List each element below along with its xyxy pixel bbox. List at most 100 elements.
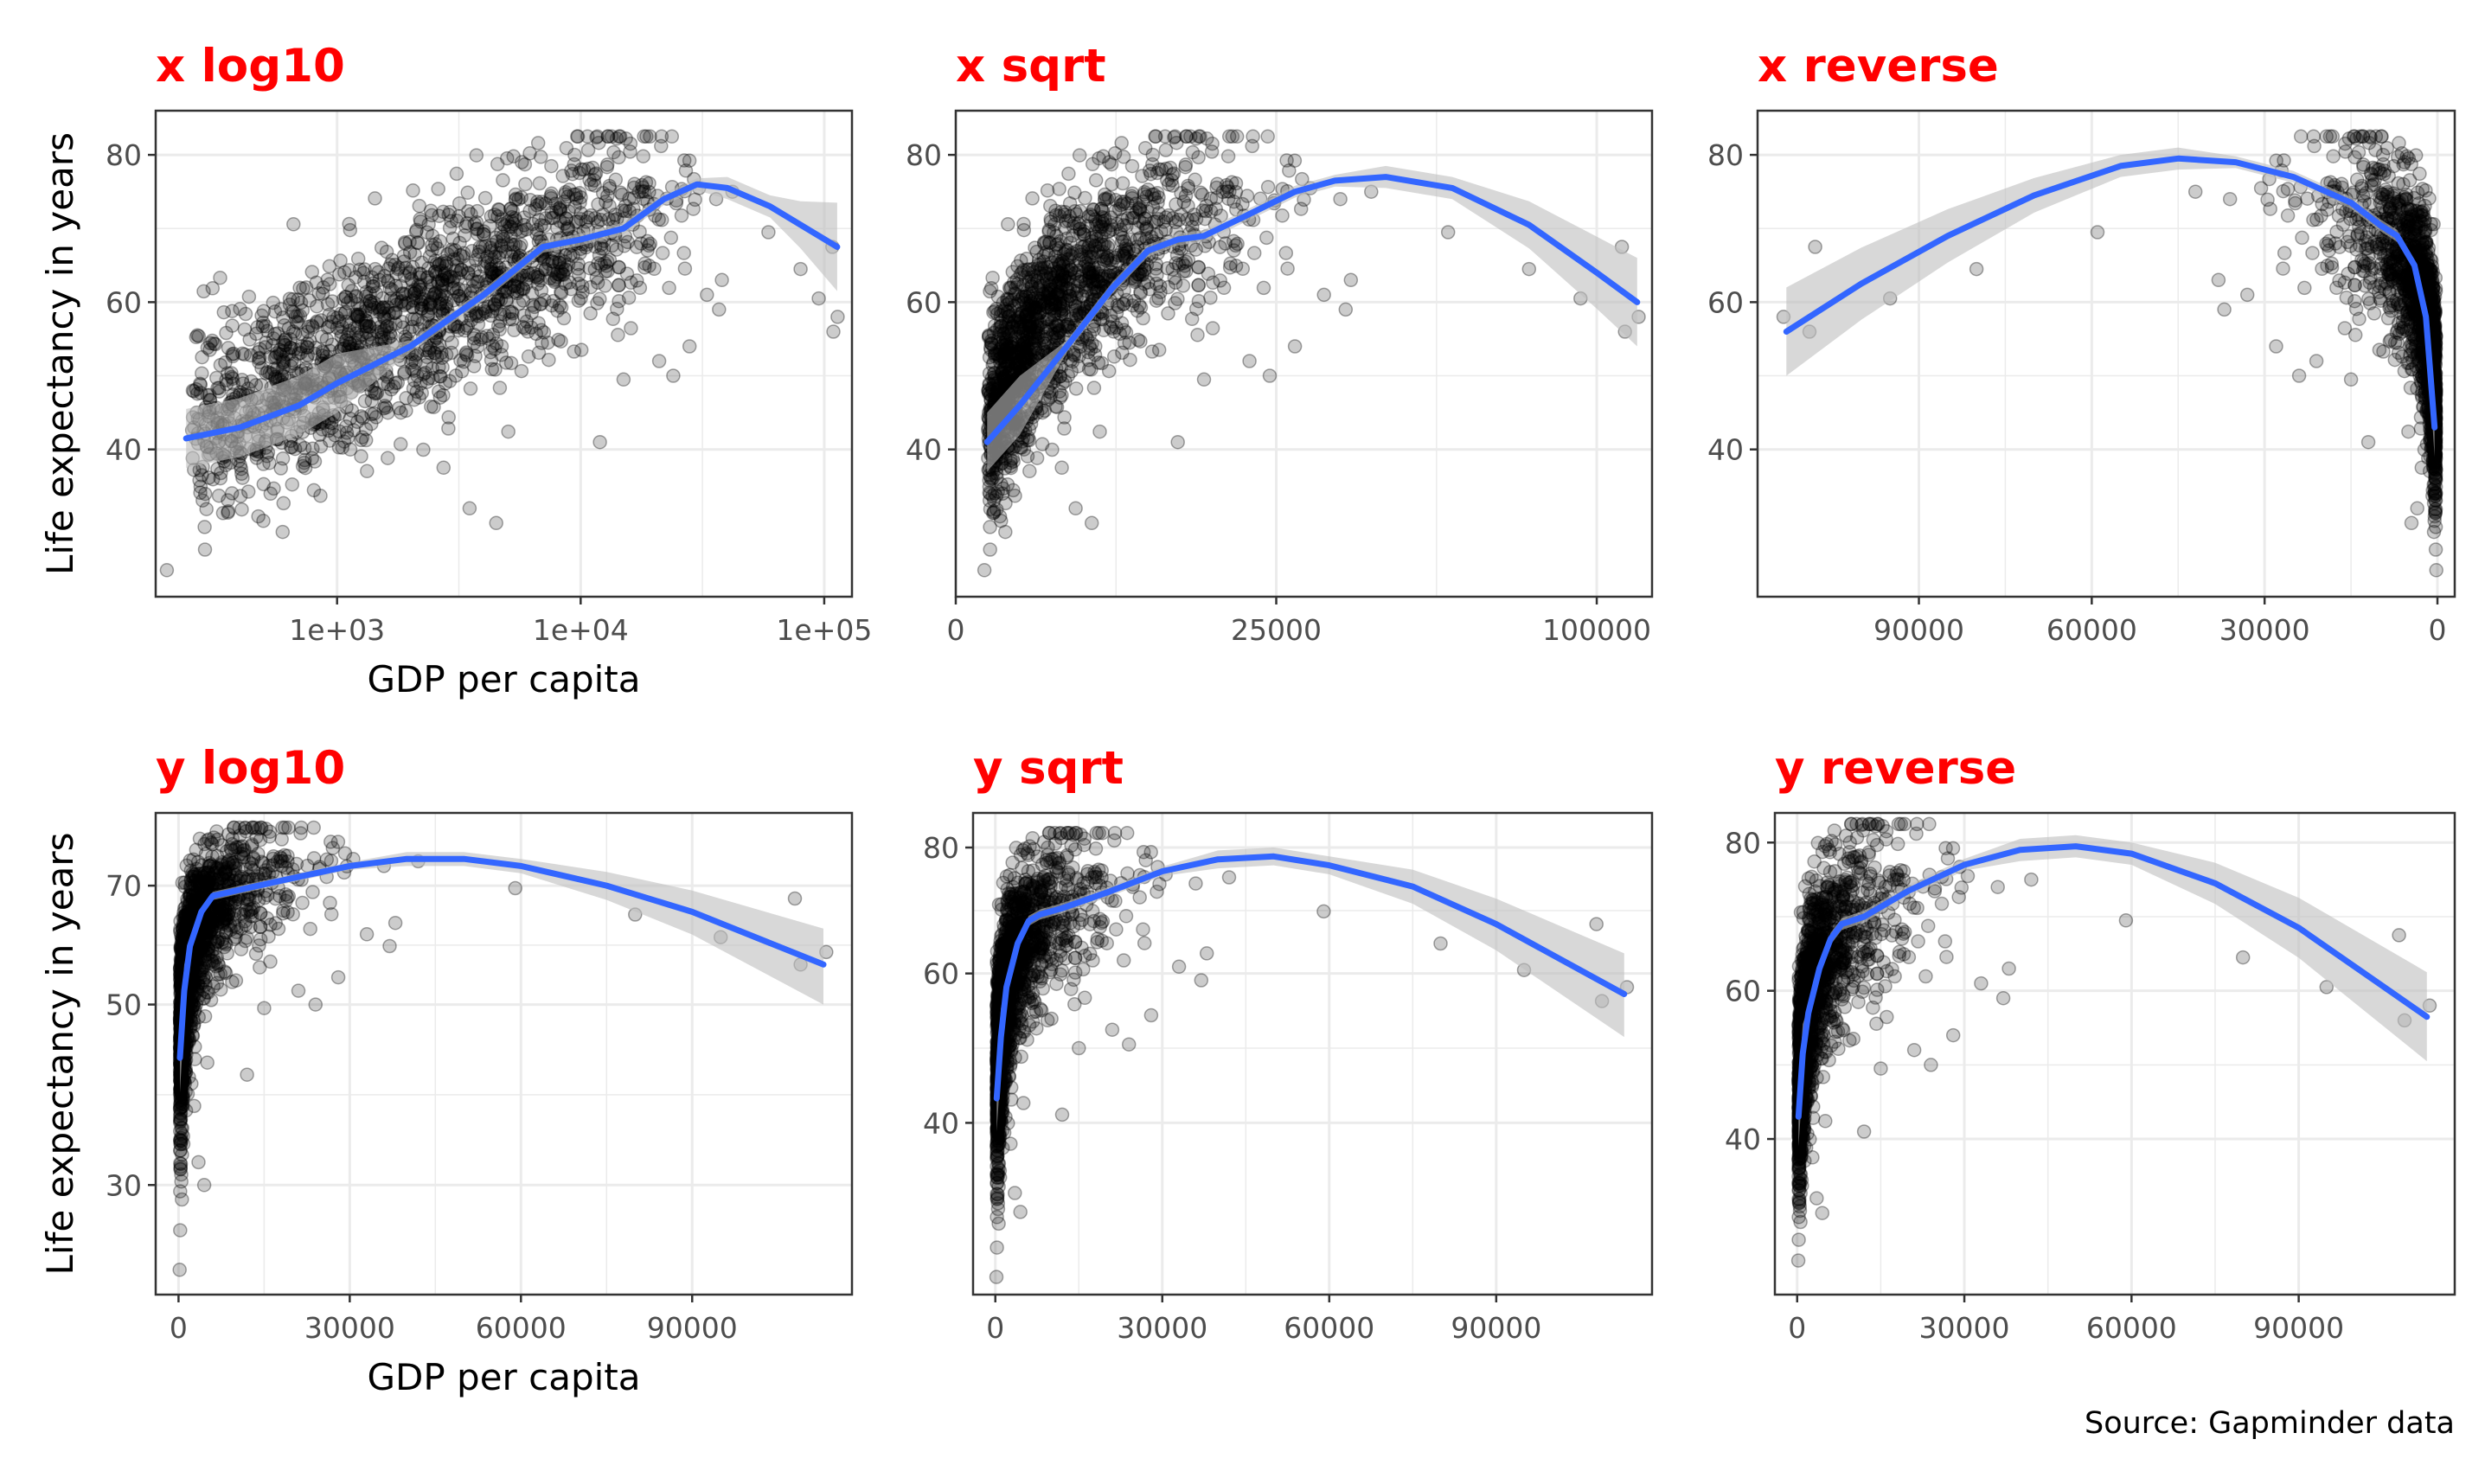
data-point bbox=[1072, 148, 1087, 163]
data-point bbox=[354, 449, 368, 464]
data-point bbox=[712, 302, 727, 317]
data-point bbox=[1278, 246, 1294, 260]
data-point bbox=[337, 305, 353, 321]
data-point bbox=[1221, 129, 1237, 144]
data-point bbox=[2351, 144, 2367, 160]
data-point bbox=[612, 278, 626, 293]
data-point bbox=[342, 323, 357, 338]
data-point bbox=[714, 272, 729, 288]
data-point bbox=[983, 520, 997, 534]
data-point bbox=[324, 315, 339, 329]
panel-background bbox=[1758, 111, 2455, 597]
data-point bbox=[509, 191, 523, 207]
data-point bbox=[2428, 502, 2443, 516]
data-point bbox=[1015, 278, 1031, 293]
data-point bbox=[977, 563, 992, 578]
data-point bbox=[558, 276, 573, 291]
data-point bbox=[2263, 201, 2277, 216]
data-point bbox=[1168, 214, 1183, 230]
x-tick-label: 0 bbox=[2429, 613, 2447, 647]
data-point bbox=[410, 235, 425, 250]
data-point bbox=[438, 266, 452, 282]
data-point bbox=[314, 329, 330, 344]
data-point bbox=[1126, 293, 1142, 309]
data-point bbox=[643, 129, 657, 144]
data-point bbox=[678, 163, 694, 178]
data-point bbox=[1092, 424, 1107, 439]
data-point bbox=[460, 185, 475, 201]
data-point bbox=[982, 349, 997, 365]
data-point bbox=[376, 376, 391, 391]
data-point bbox=[504, 304, 519, 319]
data-point bbox=[676, 246, 691, 260]
data-point bbox=[1061, 166, 1076, 182]
data-point bbox=[471, 274, 486, 289]
data-point bbox=[1040, 183, 1055, 198]
data-point bbox=[583, 279, 599, 295]
data-point bbox=[393, 437, 408, 451]
data-point bbox=[368, 261, 383, 277]
data-point bbox=[2288, 193, 2302, 208]
data-point bbox=[1043, 283, 1059, 297]
data-point bbox=[1220, 149, 1236, 163]
data-point bbox=[424, 208, 439, 223]
data-point bbox=[500, 223, 516, 239]
data-point bbox=[225, 371, 240, 387]
data-point bbox=[331, 313, 347, 329]
data-point bbox=[1275, 208, 1290, 223]
data-point bbox=[592, 247, 607, 263]
data-point bbox=[487, 208, 503, 222]
data-point bbox=[2401, 424, 2416, 439]
data-point bbox=[390, 261, 406, 277]
data-point bbox=[638, 175, 654, 190]
data-point bbox=[1114, 136, 1129, 150]
data-point bbox=[205, 281, 221, 296]
data-point bbox=[2347, 328, 2363, 342]
data-point bbox=[1160, 172, 1175, 188]
data-point bbox=[573, 189, 588, 205]
data-point bbox=[189, 328, 205, 342]
data-point bbox=[445, 231, 461, 246]
data-point bbox=[599, 157, 615, 172]
data-point bbox=[253, 342, 267, 356]
data-point bbox=[262, 366, 278, 381]
data-point bbox=[643, 236, 658, 252]
data-point bbox=[2376, 157, 2391, 172]
data-point bbox=[1293, 201, 1309, 216]
data-point bbox=[544, 186, 559, 201]
data-point bbox=[2280, 182, 2296, 196]
data-point bbox=[432, 208, 446, 223]
data-point bbox=[349, 308, 364, 323]
data-point bbox=[278, 332, 292, 348]
data-point bbox=[219, 325, 234, 341]
x-tick-label: 1e+05 bbox=[776, 613, 872, 647]
data-point bbox=[292, 438, 308, 453]
data-point bbox=[1023, 297, 1039, 311]
data-point bbox=[1260, 129, 1275, 144]
data-point bbox=[1242, 354, 1257, 368]
data-point bbox=[300, 348, 316, 362]
data-point bbox=[608, 172, 624, 188]
data-point bbox=[347, 335, 362, 350]
data-point bbox=[1246, 246, 1262, 260]
data-point bbox=[1031, 258, 1046, 272]
data-point bbox=[1106, 324, 1121, 339]
data-point bbox=[592, 434, 607, 450]
data-point bbox=[1088, 173, 1104, 188]
data-point bbox=[1071, 359, 1086, 374]
data-point bbox=[616, 372, 631, 387]
data-point bbox=[674, 208, 689, 223]
data-point bbox=[450, 319, 465, 335]
data-point bbox=[492, 381, 508, 395]
data-point bbox=[470, 203, 485, 219]
data-point bbox=[412, 198, 427, 214]
data-point bbox=[1055, 265, 1070, 280]
data-point bbox=[384, 282, 400, 297]
x-tick-label: 100000 bbox=[1542, 613, 1651, 647]
data-point bbox=[1092, 237, 1106, 253]
data-point bbox=[1067, 185, 1082, 201]
data-point bbox=[435, 301, 450, 317]
data-point bbox=[666, 368, 681, 383]
data-point bbox=[562, 182, 577, 197]
